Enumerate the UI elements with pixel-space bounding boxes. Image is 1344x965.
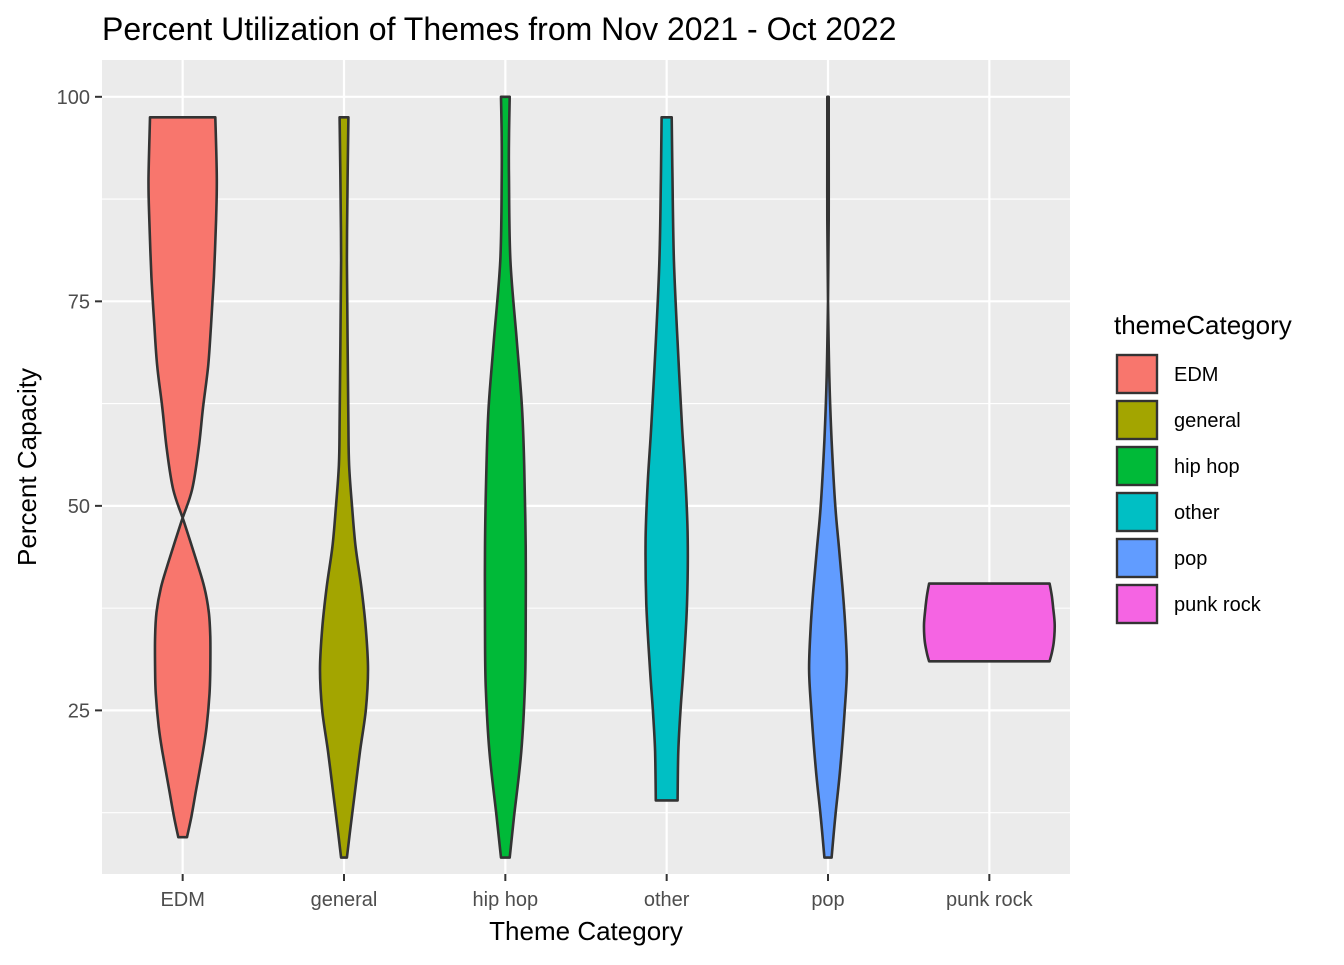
legend-title: themeCategory xyxy=(1114,310,1292,340)
x-axis: EDM general hip hop other pop punk rock xyxy=(160,874,1034,911)
x-tick-label: EDM xyxy=(160,889,204,911)
legend-label-hip-hop: hip hop xyxy=(1174,456,1240,478)
grid-minor xyxy=(102,198,1070,814)
y-tick-label: 75 xyxy=(68,291,90,313)
plot-panel xyxy=(102,60,1070,874)
legend-label-punk-rock: punk rock xyxy=(1174,594,1262,616)
x-tick-label: general xyxy=(311,889,378,911)
y-tick-label: 25 xyxy=(68,700,90,722)
violin-general xyxy=(318,116,370,859)
y-tick-label: 100 xyxy=(57,87,90,109)
y-axis-title: Percent Capacity xyxy=(12,368,42,566)
legend-label-pop: pop xyxy=(1174,548,1207,570)
x-tick-label: other xyxy=(644,889,690,911)
violins xyxy=(147,95,1057,859)
legend-swatch-edm xyxy=(1115,353,1159,395)
legend-label-edm: EDM xyxy=(1174,364,1218,386)
violin-hip-hop xyxy=(483,95,528,859)
legend-swatch-general xyxy=(1115,399,1159,441)
legend-swatch-punk-rock xyxy=(1115,583,1159,625)
violin-pop xyxy=(807,95,849,859)
violin-other xyxy=(644,116,690,802)
x-tick-label: punk rock xyxy=(946,889,1034,911)
violin-punk-rock xyxy=(922,582,1057,663)
x-tick-label: hip hop xyxy=(473,889,539,911)
legend-swatch-pop xyxy=(1115,537,1159,579)
legend-label-other: other xyxy=(1174,502,1220,524)
legend-swatch-other xyxy=(1115,491,1159,533)
y-tick-label: 50 xyxy=(68,496,90,518)
legend-swatch-hip-hop xyxy=(1115,445,1159,487)
legend-label-general: general xyxy=(1174,410,1241,432)
violin-edm xyxy=(147,116,219,839)
chart-title: Percent Utilization of Themes from Nov 2… xyxy=(102,11,896,47)
legend: themeCategory EDM general hip hop other pop p… xyxy=(1114,310,1292,625)
x-axis-title: Theme Category xyxy=(489,916,683,946)
x-tick-label: pop xyxy=(811,889,844,911)
y-axis: 25 50 75 100 xyxy=(57,87,102,722)
